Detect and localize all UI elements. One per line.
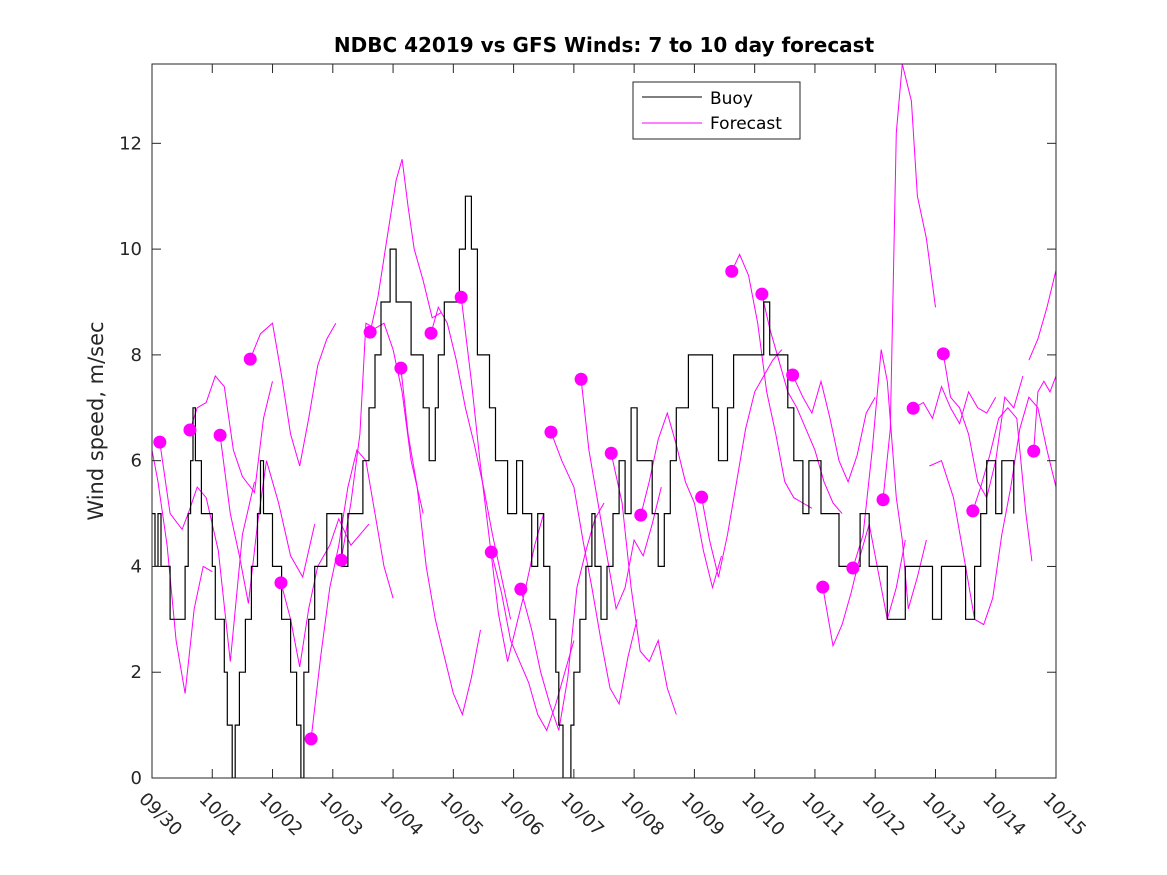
forecast-start-marker-25 bbox=[936, 347, 950, 361]
forecast-line-17 bbox=[701, 349, 783, 578]
forecast-line-27 bbox=[1033, 375, 1056, 452]
forecast-line-9 bbox=[430, 306, 512, 620]
forecast-line-26 bbox=[972, 407, 1033, 562]
y-tick-label-3: 6 bbox=[131, 451, 142, 472]
axes-box bbox=[151, 63, 1057, 779]
forecast-start-marker-15 bbox=[604, 446, 618, 460]
legend: Buoy Forecast bbox=[632, 81, 801, 140]
axes-background bbox=[152, 64, 1056, 778]
forecast-start-marker-26 bbox=[966, 504, 980, 518]
forecast-line-15 bbox=[610, 453, 677, 715]
forecast-line-21 bbox=[822, 523, 906, 648]
forecast-start-marker-10 bbox=[454, 290, 468, 304]
plot-area: 09/30 10/01 10/02 10/03 10/04 10/05 10/06 10/07… bbox=[119, 63, 1090, 840]
forecast-line-25 bbox=[942, 353, 1024, 500]
y-tick-label-5: 10 bbox=[119, 239, 142, 260]
forecast-line-1 bbox=[189, 375, 273, 494]
forecast-line-16 bbox=[640, 411, 722, 590]
forecast-start-marker-6 bbox=[334, 553, 348, 567]
forecast-start-marker-19 bbox=[755, 287, 769, 301]
forecast-start-marker-24 bbox=[906, 401, 920, 415]
buoy-line bbox=[152, 195, 1015, 778]
forecast-line-14 bbox=[580, 379, 662, 611]
forecast-line-18 bbox=[731, 253, 813, 509]
forecast-start-marker-5 bbox=[304, 732, 318, 746]
forecast-line-20 bbox=[792, 374, 876, 484]
legend-forecast-label: Forecast bbox=[710, 114, 782, 134]
forecast-line-2 bbox=[219, 435, 316, 604]
buoy-series bbox=[152, 195, 1015, 778]
forecast-start-marker-17 bbox=[695, 490, 709, 504]
forecast-start-marker-8 bbox=[394, 361, 408, 375]
forecast-start-marker-1 bbox=[183, 423, 197, 437]
forecast-start-marker-21 bbox=[816, 580, 830, 594]
forecast-start-marker-11 bbox=[484, 545, 498, 559]
forecast-line-6 bbox=[340, 322, 424, 561]
forecast-line-8 bbox=[400, 368, 481, 717]
forecast-start-marker-23 bbox=[876, 493, 890, 507]
forecast-start-marker-14 bbox=[574, 372, 588, 386]
y-axis-label: Wind speed, m/sec bbox=[84, 321, 108, 520]
y-axis: 0 2 4 6 8 10 12 bbox=[119, 133, 1056, 789]
forecast-start-marker-16 bbox=[634, 508, 648, 522]
forecast-start-marker-12 bbox=[514, 582, 528, 596]
forecast-line-4 bbox=[280, 517, 370, 667]
forecast-line-30 bbox=[1028, 270, 1056, 361]
forecast-start-marker-18 bbox=[725, 264, 739, 278]
chart-title: NDBC 42019 vs GFS Winds: 7 to 10 day for… bbox=[334, 33, 875, 57]
forecast-start-marker-22 bbox=[846, 561, 860, 575]
y-tick-label-6: 12 bbox=[119, 133, 142, 154]
forecast-start-marker-7 bbox=[363, 325, 377, 339]
forecast-line-29 bbox=[929, 396, 1056, 626]
forecast-line-23 bbox=[882, 64, 936, 500]
forecast-start-marker-13 bbox=[544, 425, 558, 439]
y-tick-label-2: 4 bbox=[131, 556, 142, 577]
forecast-line-24 bbox=[912, 385, 997, 425]
forecast-series bbox=[152, 64, 1056, 739]
y-tick-label-1: 2 bbox=[131, 662, 142, 683]
forecast-start-markers bbox=[153, 264, 1041, 746]
forecast-start-marker-27 bbox=[1027, 444, 1041, 458]
forecast-line-3 bbox=[249, 322, 337, 467]
y-tick-label-4: 8 bbox=[131, 345, 142, 366]
forecast-line-7 bbox=[369, 159, 442, 333]
legend-box bbox=[632, 81, 801, 140]
forecast-start-marker-3 bbox=[243, 352, 257, 366]
forecast-start-marker-2 bbox=[213, 428, 227, 442]
forecast-start-marker-0 bbox=[153, 435, 167, 449]
forecast-line-5 bbox=[310, 449, 394, 739]
forecast-start-marker-20 bbox=[786, 368, 800, 382]
forecast-line-22 bbox=[852, 349, 927, 609]
forecast-start-marker-4 bbox=[274, 576, 288, 590]
y-tick-label-0: 0 bbox=[131, 768, 142, 789]
forecast-line-13 bbox=[550, 431, 638, 706]
forecast-line-28 bbox=[152, 450, 213, 694]
forecast-start-marker-9 bbox=[424, 326, 438, 340]
legend-buoy-label: Buoy bbox=[710, 89, 753, 109]
forecast-line-12 bbox=[520, 502, 605, 731]
forecast-line-11 bbox=[490, 552, 575, 732]
forecast-line-19 bbox=[761, 293, 843, 514]
forecast-line-10 bbox=[460, 297, 545, 662]
